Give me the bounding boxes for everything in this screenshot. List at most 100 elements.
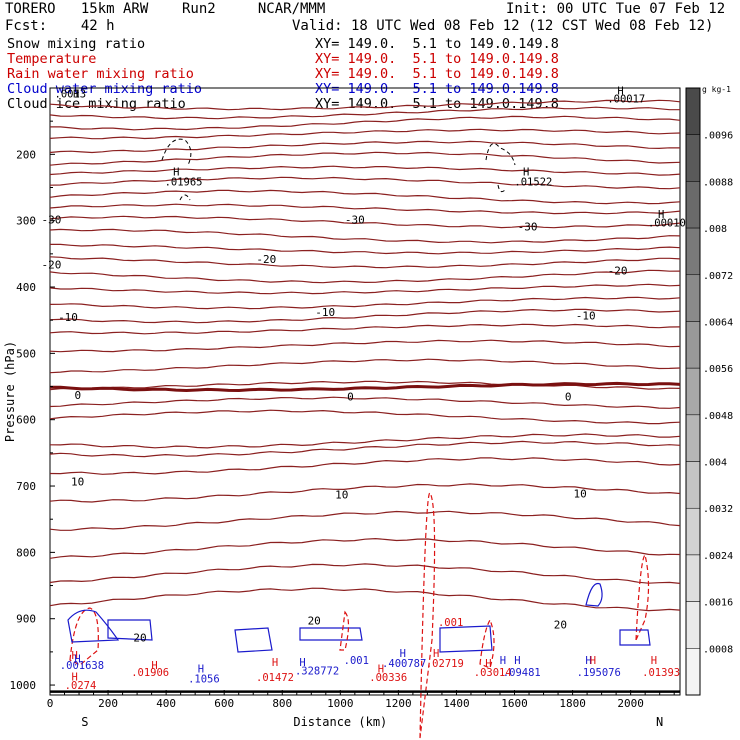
isotherm (49, 256, 681, 269)
temperature-label: 10 (574, 487, 587, 500)
valid-time: Valid: 18 UTC Wed 08 Feb 12 (12 CST Wed … (292, 18, 714, 34)
extremum-label: .01472 (256, 672, 294, 684)
extremum-label: H (585, 655, 591, 667)
extremum-label: H (514, 655, 520, 667)
extremum-label: H (198, 663, 204, 675)
extremum-label: .02719 (426, 658, 464, 670)
isotherm (49, 99, 681, 111)
field-label: Rain water mixing ratio (7, 66, 194, 82)
x-tick-label: 600 (214, 697, 234, 710)
extremum-label: H (299, 657, 305, 669)
isotherm (49, 283, 681, 295)
cloud-water-contour (234, 627, 273, 653)
colorbar-unit: g kg-1 (702, 85, 731, 94)
extremum-label: H (272, 657, 278, 669)
rain-water-contour (419, 492, 436, 739)
isotherm (50, 243, 681, 255)
colorbar-swatch (685, 274, 701, 322)
plot-frame (49, 87, 681, 696)
isotherm (49, 440, 681, 458)
isotherm (50, 115, 681, 131)
colorbar-tick-label: .0056 (703, 364, 733, 375)
extremum-label: H (500, 655, 506, 667)
isotherm (49, 140, 681, 154)
isotherm (49, 128, 681, 140)
extremum-label: H (378, 663, 384, 675)
colorbar-swatch (685, 227, 701, 276)
temperature-label: 10 (335, 489, 348, 502)
extremum-label: H (173, 167, 179, 179)
colorbar-tick-label: .008 (703, 224, 727, 235)
temperature-label: 20 (554, 619, 567, 632)
extremum-label: .01906 (131, 667, 169, 679)
x-axis-title: Distance (km) (293, 715, 387, 729)
rain-water-contour (635, 553, 650, 641)
extremum-label: .0013 (55, 88, 87, 100)
colorbar-swatch (685, 461, 701, 509)
field-xy-range: XY= 149.0. 5.1 to 149.0.149.8 (315, 51, 559, 67)
colorbar-swatch (685, 414, 701, 462)
field-label: Cloud water mixing ratio (7, 81, 203, 97)
y-tick-label: 700 (16, 480, 36, 493)
extremum-label: .03014 (474, 667, 512, 679)
y-tick-label: 900 (16, 613, 36, 626)
isotherm (49, 203, 681, 215)
colorbar-tick-label: .0072 (703, 271, 733, 282)
extremum-label: H (74, 654, 80, 666)
cloud-water-contour (107, 619, 153, 641)
isotherm (49, 106, 680, 120)
isotherm (49, 339, 681, 353)
snow-contour (497, 184, 506, 193)
x-tick-label: 2000 (617, 697, 644, 710)
snow-contour (161, 138, 192, 166)
colorbar-tick-label: .0032 (703, 504, 733, 515)
endpoint-left-label: S (81, 715, 88, 729)
model-title: TORERO 15km ARW Run2 NCAR/MMM (5, 1, 326, 17)
extremum-label: H (523, 167, 529, 179)
rain-water-contour (339, 610, 350, 651)
isotherm (49, 215, 681, 229)
isotherm (49, 308, 681, 324)
colorbar-swatch (685, 181, 701, 229)
temperature-label: 20 (133, 631, 146, 644)
isotherm (49, 563, 681, 584)
temperature-label: 10 (71, 475, 84, 488)
x-tick-label: 1000 (327, 697, 354, 710)
field-label: Temperature (7, 51, 97, 67)
extremum-label: .001 (344, 655, 369, 667)
colorbar-swatch (685, 87, 701, 135)
extremum-label: .400787 (382, 658, 426, 670)
extremum-label: H (151, 660, 157, 672)
temperature-label: -10 (58, 311, 78, 324)
temperature-label: -20 (42, 258, 62, 271)
colorbar-swatch (685, 601, 701, 649)
extremum-label: H (651, 655, 657, 667)
temperature-label: -10 (576, 310, 596, 323)
x-tick-label: 400 (156, 697, 176, 710)
rain-water-contour (69, 607, 99, 666)
x-tick-label: 1200 (385, 697, 412, 710)
extremum-label: H (72, 650, 78, 662)
forecast-hour: Fcst: 42 h (5, 18, 115, 34)
isotherm (49, 396, 681, 409)
isotherm (49, 409, 681, 425)
isotherm (49, 269, 681, 284)
x-tick-label: 800 (272, 697, 292, 710)
extremum-label: H (658, 209, 664, 221)
extremum-label: H (617, 86, 623, 98)
y-tick-label: 800 (16, 546, 36, 559)
extremum-label: .00017 (607, 94, 645, 106)
colorbar-tick-label: .0064 (703, 317, 733, 328)
temperature-label: -20 (256, 253, 276, 266)
snow-contour (179, 194, 191, 201)
x-tick-label: 1400 (443, 697, 470, 710)
temperature-label: 0 (565, 390, 572, 403)
extremum-label: .01965 (165, 177, 203, 189)
isotherm (49, 189, 681, 205)
y-tick-label: 500 (16, 347, 36, 360)
extremum-label: .328772 (295, 665, 339, 677)
colorbar-tick-label: .0088 (703, 177, 733, 188)
extremum-label: .09481 (503, 667, 541, 679)
colorbar-tick-label: .0048 (703, 411, 733, 422)
temperature-label: -30 (42, 213, 62, 226)
